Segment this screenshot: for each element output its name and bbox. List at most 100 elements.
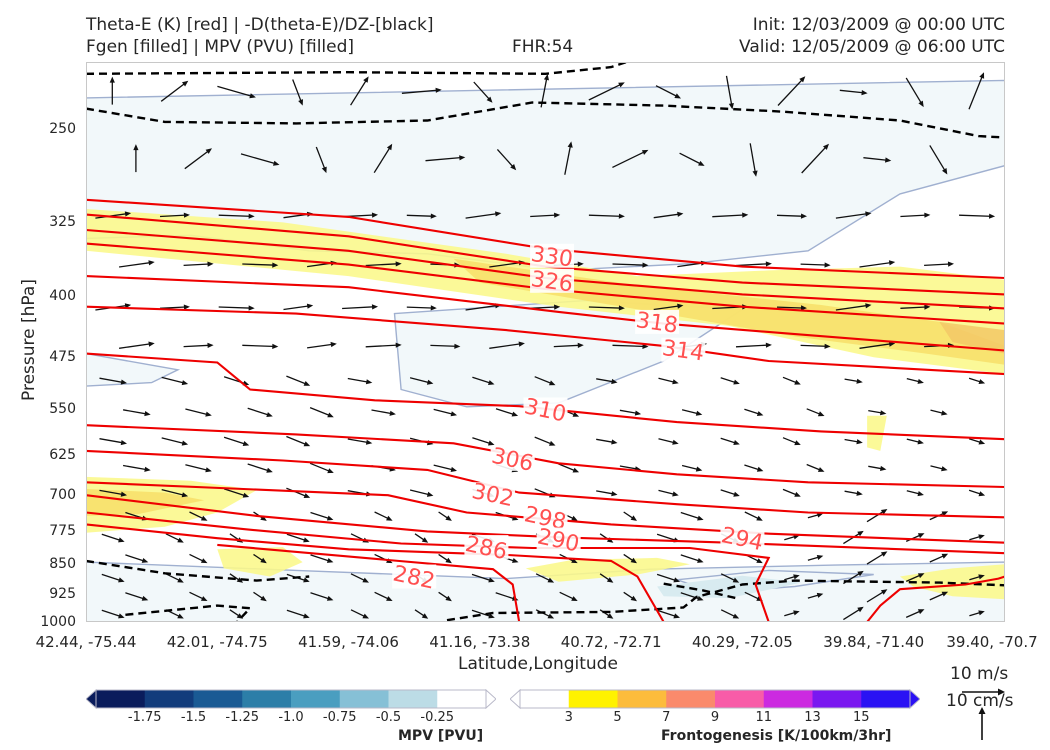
wind-vector-head bbox=[672, 439, 679, 445]
wind-vector-shaft bbox=[119, 342, 153, 349]
wind-vector-head bbox=[177, 537, 184, 543]
wind-vector-head bbox=[450, 411, 457, 417]
wind-vector-head bbox=[488, 440, 495, 446]
ddz-contour bbox=[663, 582, 737, 600]
wind-vector-head bbox=[260, 515, 267, 521]
colorbar-tick-label: -0.5 bbox=[375, 710, 402, 725]
colorbar-tick-label: -0.75 bbox=[322, 710, 357, 725]
wind-vector-head bbox=[799, 76, 806, 83]
theta-e-contour-label: 318 bbox=[634, 308, 679, 339]
wind-vector-head bbox=[181, 492, 189, 498]
wind-vector-shaft bbox=[218, 306, 253, 309]
wind-vector-head bbox=[823, 143, 829, 150]
wind-vector-head bbox=[577, 342, 584, 348]
x-tick-label: 41.59, -74.06 bbox=[298, 633, 399, 651]
wind-vector-shaft bbox=[588, 306, 623, 309]
wind-vector-head bbox=[979, 72, 985, 79]
y-tick-label: 850 bbox=[49, 556, 76, 573]
theta-e-contour bbox=[86, 275, 1005, 352]
x-tick-label: 40.29, -72.05 bbox=[692, 633, 793, 651]
wind-vector-head bbox=[641, 149, 649, 155]
colorbar-tick-label: -1.0 bbox=[278, 710, 304, 725]
wind-vector-head bbox=[697, 595, 704, 601]
colorbar-swatch bbox=[666, 690, 716, 708]
wind-vector-shaft bbox=[223, 436, 248, 446]
wind-vector-head bbox=[445, 515, 452, 521]
wind-vector-head bbox=[978, 439, 986, 445]
wind-vector-shaft bbox=[612, 263, 647, 266]
wind-vector-head bbox=[205, 148, 212, 154]
wind-vector-head bbox=[549, 380, 556, 386]
wind-vector-head bbox=[426, 379, 434, 385]
theta-e-contour bbox=[86, 352, 1005, 441]
wind-vector-head bbox=[817, 467, 825, 472]
wind-vector-head bbox=[888, 260, 896, 266]
ddz-contour bbox=[446, 579, 1005, 622]
wind-vector-head bbox=[386, 596, 393, 601]
wind-vector-shaft bbox=[406, 306, 435, 309]
wind-vector-shaft bbox=[749, 143, 757, 176]
theta-e-contour bbox=[86, 481, 1005, 544]
contour-label-backing bbox=[490, 446, 535, 471]
wind-vector-head bbox=[924, 304, 931, 310]
wind-vector-shaft bbox=[588, 214, 623, 218]
wind-vector-shaft bbox=[530, 214, 559, 218]
wind-vector-head bbox=[371, 304, 378, 310]
wind-vector-shaft bbox=[373, 145, 392, 174]
x-tick-label: 42.44, -75.44 bbox=[35, 633, 137, 651]
theta-e-contour-label: 330 bbox=[529, 242, 574, 273]
wind-vector-head bbox=[303, 493, 311, 498]
wind-vector-head bbox=[857, 606, 864, 613]
wind-vector-shaft bbox=[735, 263, 770, 267]
x-tick-label: 42.01, -74.75 bbox=[166, 633, 268, 651]
wind-vector-shaft bbox=[161, 376, 187, 385]
wind-vector-head bbox=[924, 212, 931, 218]
wind-vector-shaft bbox=[119, 261, 153, 268]
wind-vector-head bbox=[118, 613, 125, 619]
wind-vector-shaft bbox=[473, 81, 492, 102]
wind-vector-shaft bbox=[159, 214, 188, 218]
wind-vector-head bbox=[298, 99, 303, 106]
wind-vector-head bbox=[486, 96, 493, 103]
colorbar-extend-high bbox=[909, 689, 920, 709]
wind-vector-shaft bbox=[99, 377, 126, 384]
wind-vector-head bbox=[673, 577, 680, 583]
wind-vector-head bbox=[941, 591, 949, 597]
wind-vector-head bbox=[326, 558, 334, 563]
wind-vector-head bbox=[510, 164, 517, 171]
wind-vector-head bbox=[547, 613, 555, 619]
wind-vector-head bbox=[248, 305, 255, 311]
ddz-contour-layer bbox=[86, 62, 1005, 622]
wind-vector-head bbox=[673, 613, 680, 619]
wind-vector-head bbox=[543, 74, 549, 81]
wind-vector-shaft bbox=[218, 214, 253, 218]
wind-vector-head bbox=[978, 491, 986, 497]
wind-vector-shaft bbox=[242, 344, 277, 348]
valid-time: Valid: 12/05/2009 @ 06:00 UTC bbox=[739, 37, 1005, 57]
wind-vector-head bbox=[880, 551, 888, 557]
wind-vector-head bbox=[421, 613, 429, 619]
wind-vector-shaft bbox=[612, 150, 647, 168]
wind-vector-head bbox=[303, 381, 311, 386]
wind-vector-shaft bbox=[223, 488, 248, 498]
wind-vector-head bbox=[450, 466, 457, 472]
wind-vector-head bbox=[861, 90, 868, 96]
wind-vector-head bbox=[733, 440, 740, 445]
quiver-key-horizontal-label: 10 m/s bbox=[950, 664, 1009, 684]
wind-vector-shaft bbox=[776, 306, 806, 309]
mpv-colorbar-title: MPV [PVU] bbox=[398, 728, 484, 744]
fgen-blob-low bbox=[525, 557, 690, 582]
wind-vector-shaft bbox=[777, 77, 805, 106]
wind-vector-head bbox=[327, 412, 334, 418]
wind-vector-shaft bbox=[365, 344, 400, 348]
wind-vector-head bbox=[697, 558, 704, 563]
x-tick-label: 41.16, -73.38 bbox=[429, 633, 531, 651]
wind-vector-head bbox=[445, 595, 452, 602]
wind-vector-head bbox=[611, 378, 618, 385]
wind-vector-head bbox=[978, 379, 986, 384]
wind-vector-head bbox=[266, 467, 273, 473]
wind-vector-head bbox=[888, 341, 896, 347]
theta-e-contour bbox=[217, 543, 521, 622]
colorbar-swatch bbox=[388, 690, 438, 708]
wind-vector-head bbox=[942, 168, 948, 175]
